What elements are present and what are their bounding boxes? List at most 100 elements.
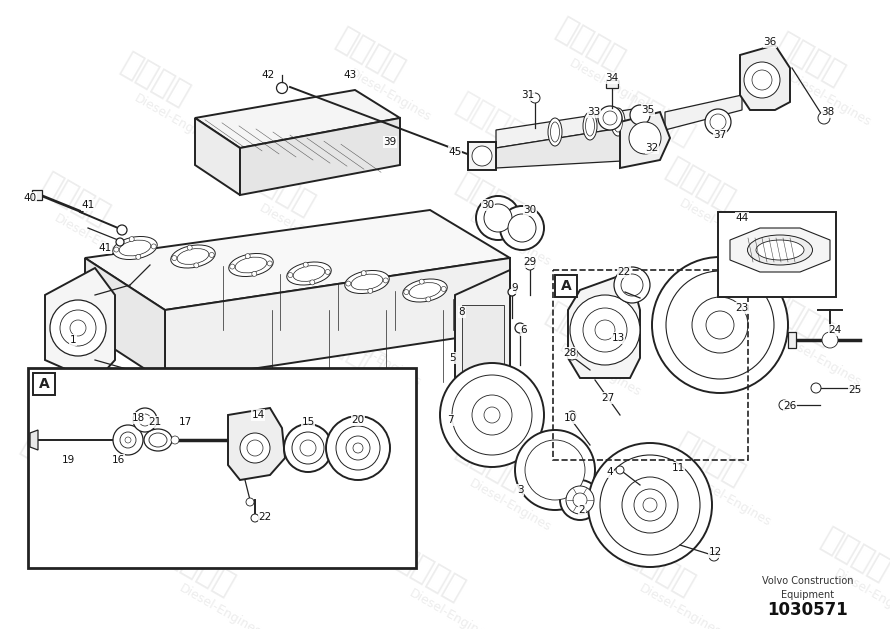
- Circle shape: [300, 440, 316, 456]
- Bar: [33, 373, 55, 395]
- Circle shape: [287, 272, 293, 277]
- Circle shape: [326, 416, 390, 480]
- Text: Diesel-Engines: Diesel-Engines: [466, 211, 554, 269]
- Circle shape: [384, 278, 388, 283]
- Text: 30: 30: [481, 200, 495, 210]
- Text: 紧发动力: 紧发动力: [241, 159, 319, 221]
- Circle shape: [240, 433, 270, 463]
- Text: 42: 42: [262, 70, 275, 80]
- Text: 紧发动力: 紧发动力: [16, 429, 93, 491]
- Circle shape: [60, 310, 96, 346]
- Ellipse shape: [149, 433, 167, 447]
- Polygon shape: [740, 45, 790, 110]
- Circle shape: [267, 261, 272, 266]
- Polygon shape: [45, 268, 115, 382]
- Text: 45: 45: [449, 147, 462, 157]
- Circle shape: [133, 408, 157, 432]
- Circle shape: [643, 498, 657, 512]
- Bar: [468, 142, 496, 170]
- Circle shape: [811, 383, 821, 393]
- Circle shape: [120, 432, 136, 448]
- Text: Diesel-Engines: Diesel-Engines: [177, 581, 263, 629]
- Ellipse shape: [611, 108, 625, 136]
- Circle shape: [567, 350, 577, 360]
- Circle shape: [246, 253, 250, 259]
- Text: 33: 33: [587, 107, 601, 117]
- Text: 17: 17: [178, 417, 191, 427]
- Circle shape: [230, 264, 235, 269]
- Circle shape: [634, 489, 666, 521]
- Text: 18: 18: [132, 413, 144, 423]
- Circle shape: [441, 286, 446, 291]
- Ellipse shape: [344, 270, 389, 294]
- Text: 41: 41: [81, 200, 94, 210]
- Text: Diesel-Engines: Diesel-Engines: [567, 56, 653, 114]
- Text: Diesel-Engines: Diesel-Engines: [247, 466, 333, 524]
- Circle shape: [710, 114, 726, 130]
- Text: 35: 35: [642, 105, 655, 115]
- Ellipse shape: [235, 257, 267, 273]
- Text: 26: 26: [783, 401, 797, 411]
- Text: 1: 1: [69, 335, 77, 345]
- Circle shape: [452, 375, 532, 455]
- Text: Diesel-Engines: Diesel-Engines: [831, 566, 890, 624]
- Circle shape: [310, 280, 315, 285]
- Circle shape: [404, 289, 409, 294]
- Circle shape: [246, 498, 254, 506]
- Text: Diesel-Engines: Diesel-Engines: [407, 586, 493, 629]
- Circle shape: [595, 320, 615, 340]
- Circle shape: [614, 267, 650, 303]
- Ellipse shape: [171, 245, 215, 268]
- Text: 40: 40: [23, 193, 36, 203]
- Text: 31: 31: [522, 90, 535, 100]
- Text: A: A: [561, 279, 571, 293]
- Text: 5: 5: [449, 353, 456, 363]
- Polygon shape: [455, 270, 510, 390]
- Circle shape: [419, 279, 425, 284]
- Ellipse shape: [229, 253, 273, 277]
- Bar: [555, 275, 577, 297]
- Circle shape: [525, 260, 535, 270]
- Circle shape: [368, 288, 373, 293]
- Polygon shape: [165, 258, 510, 382]
- Bar: [553, 270, 748, 460]
- Circle shape: [292, 432, 324, 464]
- Circle shape: [353, 443, 363, 453]
- Text: 15: 15: [302, 417, 315, 427]
- Circle shape: [484, 204, 512, 232]
- Circle shape: [346, 281, 351, 286]
- Circle shape: [472, 395, 512, 435]
- Circle shape: [629, 122, 661, 154]
- Text: 紧发动力: 紧发动力: [331, 24, 409, 86]
- Circle shape: [568, 411, 576, 419]
- Circle shape: [325, 269, 330, 274]
- Text: 紧发动力: 紧发动力: [116, 49, 194, 111]
- Text: 紧发动力: 紧发动力: [451, 169, 529, 231]
- Bar: [606, 80, 618, 88]
- Text: 24: 24: [829, 325, 842, 335]
- Text: 2: 2: [578, 505, 586, 515]
- Text: 8: 8: [458, 307, 465, 317]
- Text: Diesel-Engines: Diesel-Engines: [557, 342, 643, 399]
- Text: 19: 19: [61, 455, 75, 465]
- Polygon shape: [30, 430, 38, 450]
- Text: 紧发动力: 紧发动力: [671, 429, 748, 491]
- Ellipse shape: [409, 282, 441, 298]
- Text: Diesel-Engines: Diesel-Engines: [687, 471, 773, 529]
- Text: 22: 22: [258, 512, 271, 522]
- Text: 紧发动力: 紧发动力: [551, 14, 629, 76]
- Circle shape: [525, 440, 585, 500]
- Circle shape: [616, 466, 624, 474]
- Circle shape: [652, 257, 788, 393]
- Polygon shape: [240, 118, 400, 195]
- Text: 紧发动力: 紧发动力: [451, 89, 529, 151]
- Text: 紧发动力: 紧发动力: [321, 289, 399, 351]
- Text: Diesel-Engines: Diesel-Engines: [466, 476, 554, 534]
- Circle shape: [303, 262, 308, 267]
- Text: 4: 4: [607, 467, 613, 477]
- Text: 6: 6: [521, 325, 527, 335]
- Circle shape: [125, 437, 131, 443]
- Circle shape: [116, 238, 124, 246]
- Polygon shape: [228, 408, 285, 480]
- Circle shape: [251, 514, 259, 522]
